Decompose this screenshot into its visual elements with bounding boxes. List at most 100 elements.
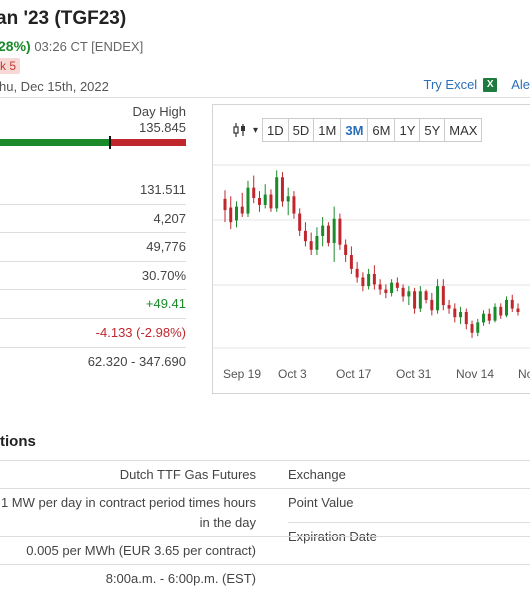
range-button-max[interactable]: MAX — [445, 119, 482, 141]
quote-time: 03:26 CT [ENDEX] — [34, 39, 144, 54]
x-axis-label: Oct 3 — [278, 367, 307, 381]
candle — [436, 279, 440, 314]
candle — [384, 284, 388, 299]
candle — [367, 268, 371, 290]
stat-row: +49.41 — [0, 290, 186, 319]
candle — [292, 191, 296, 219]
candle — [418, 286, 422, 312]
candle — [395, 277, 399, 292]
candle — [355, 261, 359, 283]
try-excel-link[interactable]: Try Excel — [423, 77, 478, 92]
candle — [298, 208, 302, 236]
spec-value: 0.005 per MWh (EUR 3.65 per contract) — [26, 543, 256, 558]
candle — [430, 293, 434, 316]
table-row: 0.005 per MWh (EUR 3.65 per contract) — [0, 536, 530, 564]
candle — [361, 272, 365, 292]
stat-row: 62.320 - 347.690 — [87, 353, 186, 369]
range-button-3m[interactable]: 3M — [341, 119, 369, 141]
candle — [263, 184, 267, 209]
spec-key: Point Value — [288, 495, 354, 510]
candle — [401, 284, 405, 302]
candle — [505, 296, 509, 318]
page-title: an '23 (TGF23) — [0, 8, 127, 29]
candle — [332, 206, 336, 262]
day-high-value: 135.845 — [139, 120, 186, 135]
candle — [286, 187, 290, 216]
contract-specs-table: Dutch TTF Gas Futures Exchange 1 MW per … — [0, 460, 530, 592]
x-axis-label: Sep 19 — [223, 367, 261, 381]
candle — [303, 222, 307, 247]
candle — [240, 192, 244, 217]
price-chart-panel: Sep 19 Oct 3 Oct 17 Oct 31 Nov 14 No ▾ 1D 5D … — [212, 104, 530, 394]
quote-date: hu, Dec 15th, 2022 — [0, 79, 109, 94]
range-button-5y[interactable]: 5Y — [420, 119, 446, 141]
spec-value: 1 MW per day in contract period times ho… — [0, 495, 256, 530]
price-chart[interactable]: Sep 19 Oct 3 Oct 17 Oct 31 Nov 14 No — [213, 105, 530, 395]
x-axis-label: Oct 31 — [396, 367, 432, 381]
range-bar-low-segment — [0, 139, 110, 146]
range-button-1m[interactable]: 1M — [314, 119, 342, 141]
candle — [315, 227, 319, 255]
excel-icon[interactable]: X — [483, 77, 498, 92]
change-percent: 28%) — [0, 38, 31, 54]
top-links: Try Excel X Ale — [424, 77, 530, 92]
candle — [424, 289, 428, 304]
chevron-down-icon[interactable]: ▾ — [253, 124, 259, 136]
table-row: Dutch TTF Gas Futures Exchange — [0, 460, 530, 488]
candle — [229, 196, 233, 230]
candle — [309, 232, 313, 255]
candle — [246, 180, 250, 217]
table-row: 1 MW per day in contract period times ho… — [0, 488, 530, 544]
range-button-1y[interactable]: 1Y — [395, 119, 421, 141]
candle — [487, 308, 491, 325]
candle — [482, 310, 486, 326]
candle — [476, 318, 480, 337]
candle — [257, 191, 261, 212]
x-axis-label: Oct 17 — [336, 367, 372, 381]
candle — [349, 246, 353, 274]
price-change-line: 28%) 03:26 CT [ENDEX] — [0, 38, 143, 54]
candle — [413, 287, 417, 314]
candle — [441, 279, 445, 311]
day-high-label: Day High — [132, 104, 186, 119]
candle — [321, 217, 325, 247]
candle — [280, 172, 284, 207]
range-bar-high-segment — [109, 139, 186, 146]
candle — [453, 303, 457, 323]
candle — [447, 299, 451, 314]
stat-row: 49,776 — [0, 233, 186, 262]
x-axis-label: Nov 14 — [456, 367, 494, 381]
range-button-5d[interactable]: 5D — [288, 119, 315, 141]
candle — [470, 320, 474, 338]
stat-row: 30.70% — [0, 262, 186, 291]
alert-link[interactable]: Ale — [511, 77, 530, 92]
candle — [223, 190, 227, 223]
candle — [516, 303, 520, 316]
spec-value: Dutch TTF Gas Futures — [119, 467, 256, 482]
candle — [252, 175, 256, 204]
range-button-1d[interactable]: 1D — [263, 119, 289, 141]
stat-row: 131.511 — [0, 176, 186, 205]
candle — [407, 286, 411, 306]
candle — [338, 213, 342, 250]
stats-list: 131.511 4,207 49,776 30.70% +49.41 -4.13… — [0, 176, 186, 376]
candle — [344, 239, 348, 262]
candle — [234, 201, 238, 228]
day-range-bar — [0, 136, 186, 149]
candle — [459, 306, 463, 325]
candle — [464, 308, 468, 330]
spec-key: Exchange — [288, 467, 346, 482]
candle — [269, 189, 273, 212]
table-row: 8:00a.m. - 6:00p.m. (EST) — [0, 564, 530, 592]
spec-value: 8:00a.m. - 6:00p.m. (EST) — [105, 571, 256, 586]
candle — [378, 279, 382, 295]
range-button-6m[interactable]: 6M — [368, 119, 396, 141]
candle — [390, 279, 394, 297]
candle — [326, 222, 330, 247]
x-axis-label: No — [518, 367, 530, 381]
section-title: tions — [0, 433, 36, 450]
range-button-group: 1D 5D 1M 3M 6M 1Y 5Y MAX — [262, 118, 483, 142]
stat-row: -4.133 (-2.98%) — [0, 319, 186, 348]
candle — [275, 170, 279, 212]
candlestick-icon[interactable] — [227, 119, 253, 141]
